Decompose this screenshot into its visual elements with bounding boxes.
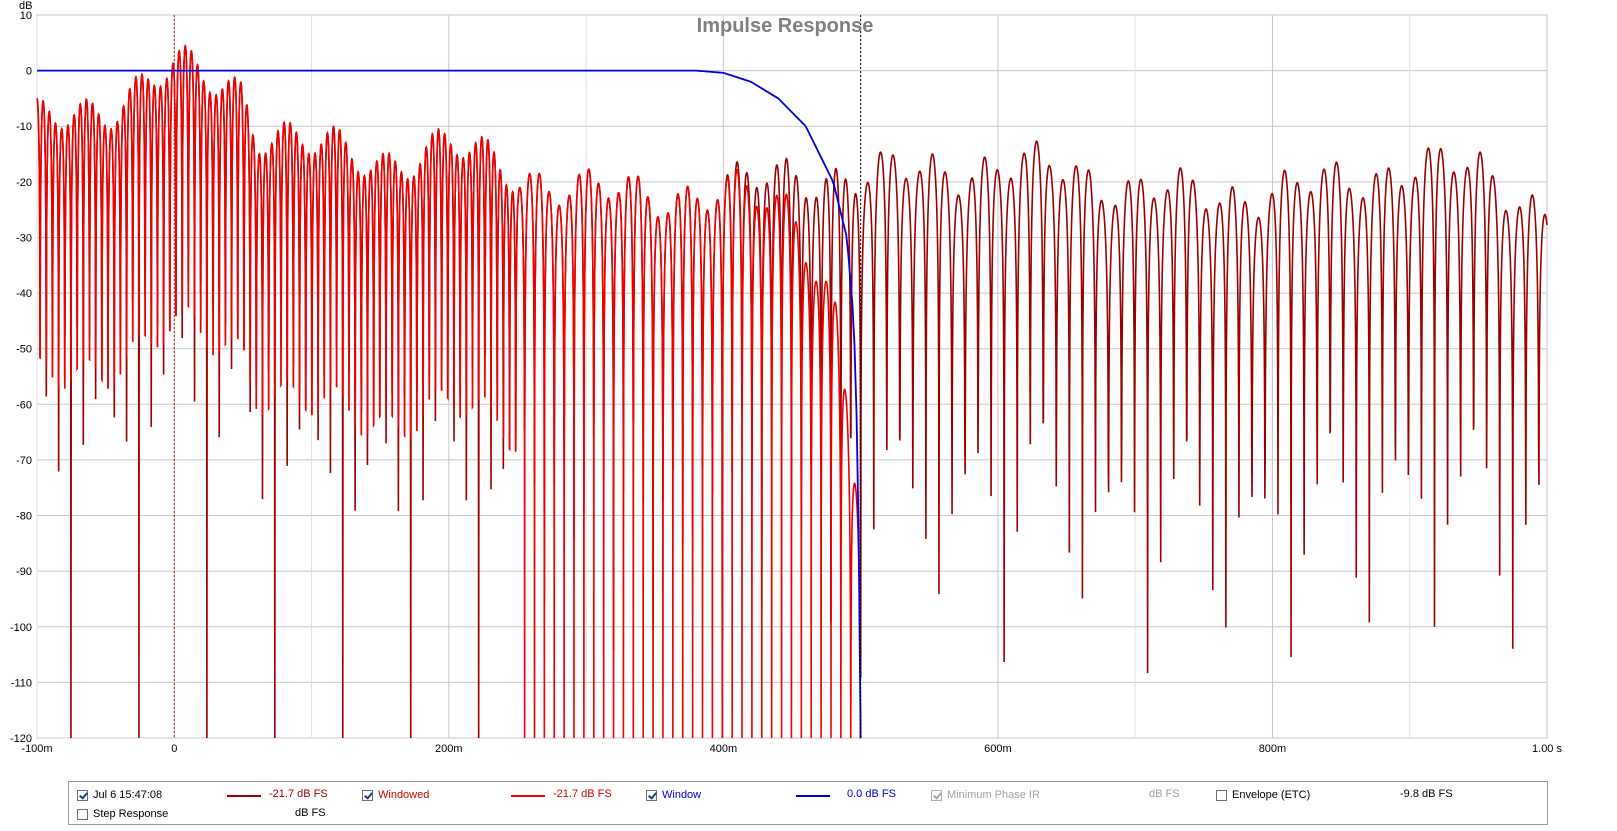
legend-item-minimum-phase[interactable]: Minimum Phase IR <box>931 786 1040 804</box>
legend-checkbox-minimum-phase[interactable] <box>931 789 942 801</box>
y-tick-label: 10 <box>20 10 32 22</box>
legend-checkbox-envelope[interactable] <box>1216 789 1227 801</box>
x-tick-label: 400m <box>710 743 738 755</box>
legend-label-step-response: Step Response <box>93 808 169 820</box>
legend-value-measurement: -21.7 dB FS <box>269 788 328 800</box>
y-tick-label: -110 <box>11 677 32 689</box>
markers <box>173 15 862 738</box>
y-tick-label: -90 <box>16 566 32 578</box>
legend-item-step-response[interactable]: Step Response <box>77 805 168 823</box>
legend-swatch-windowed <box>511 795 545 797</box>
chart-title: Impulse Response <box>697 15 874 37</box>
legend-label-envelope: Envelope (ETC) <box>1232 789 1311 801</box>
legend-value-envelope: -9.8 dB FS <box>1400 788 1453 800</box>
legend-checkbox-windowed[interactable] <box>362 789 373 801</box>
legend-label-measurement: Jul 6 15:47:08 <box>93 789 163 801</box>
legend-checkbox-window[interactable] <box>646 789 657 801</box>
y-axis-unit: dB <box>19 0 32 12</box>
legend-value-windowed: -21.7 dB FS <box>553 788 612 800</box>
impulse-response-chart[interactable]: 10 0 -10 -20 -30 -40 -50 -60 -70 -80 -90 -100 -110 -1… <box>0 0 1617 780</box>
x-tick-label: 800m <box>1259 743 1287 755</box>
y-tick-label: -30 <box>16 232 32 244</box>
legend-label-windowed: Windowed <box>378 789 430 801</box>
legend-checkbox-measurement[interactable] <box>77 789 88 801</box>
legend-label-minimum-phase: Minimum Phase IR <box>947 789 1040 801</box>
legend-item-envelope[interactable]: Envelope (ETC) <box>1216 786 1310 804</box>
y-tick-label: -60 <box>16 399 32 411</box>
legend: Jul 6 15:47:08 -21.7 dB FS Windowed -21.… <box>68 781 1548 825</box>
y-tick-label: -100 <box>10 622 32 634</box>
legend-swatch-window <box>796 795 830 797</box>
x-tick-label: -100m <box>21 743 52 755</box>
y-tick-label: 0 <box>26 66 32 78</box>
y-tick-label: -10 <box>16 121 32 133</box>
x-tick-label: 600m <box>984 743 1012 755</box>
series-line-window <box>37 69 862 739</box>
y-tick-label: -70 <box>16 455 32 467</box>
legend-item-measurement[interactable]: Jul 6 15:47:08 <box>77 786 162 804</box>
legend-value-minimum-phase: dB FS <box>1149 788 1180 800</box>
tick-labels: 10 0 -10 -20 -30 -40 -50 -60 -70 -80 -90 -100 -110 -1… <box>10 10 1563 755</box>
x-tick-label: 200m <box>435 743 463 755</box>
y-tick-label: -50 <box>16 344 32 356</box>
legend-item-windowed[interactable]: Windowed <box>362 786 429 804</box>
x-tick-label: 1.00 s <box>1532 743 1562 755</box>
legend-label-window: Window <box>662 789 702 801</box>
legend-checkbox-step-response[interactable] <box>77 808 88 820</box>
y-tick-label: -20 <box>16 177 32 189</box>
y-tick-label: -40 <box>16 288 32 300</box>
y-tick-label: -80 <box>16 511 32 523</box>
legend-value-step-response: dB FS <box>295 807 326 819</box>
y-tick-label: -120 <box>10 733 32 745</box>
legend-swatch-measurement <box>227 795 261 797</box>
legend-value-window: 0.0 dB FS <box>847 788 896 800</box>
x-tick-label: 0 <box>171 743 177 755</box>
legend-item-window[interactable]: Window <box>646 786 701 804</box>
